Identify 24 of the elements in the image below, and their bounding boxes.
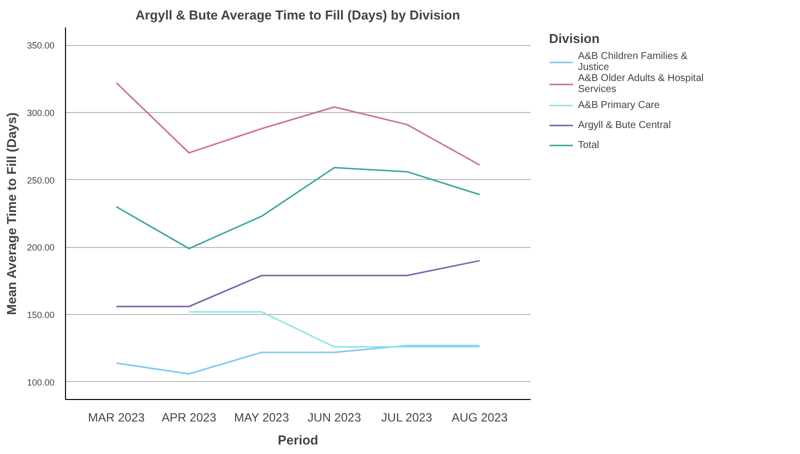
x-tick-label: JUN 2023 — [308, 410, 362, 424]
x-tick-label: MAR 2023 — [88, 410, 146, 424]
chart-title: Argyll & Bute Average Time to Fill (Days) by Division — [135, 8, 460, 22]
y-tick-label: 100.00 — [26, 377, 55, 388]
y-axis-title: Mean Average Time to Fill (Days) — [4, 112, 19, 315]
y-tick-label: 250.00 — [26, 175, 55, 186]
legend-label: A&B Older Adults & Hospital Services — [578, 73, 704, 95]
y-tick-label: 300.00 — [26, 108, 55, 118]
legend-title: Division — [549, 31, 601, 46]
y-tick-label: 350.00 — [26, 40, 55, 51]
line-series — [116, 344, 480, 375]
legend-label: A&B Primary Care — [578, 99, 660, 111]
x-tick-label: JUL 2023 — [381, 410, 433, 424]
y-tick-label: 150.00 — [26, 310, 55, 320]
x-tick-label: MAY 2023 — [234, 410, 290, 424]
legend-label: A&B Children Families & Justice — [578, 51, 688, 73]
x-tick-label: AUG 2023 — [452, 410, 508, 424]
x-tick-label: APR 2023 — [162, 410, 217, 424]
line-series — [116, 82, 480, 166]
line-series — [116, 166, 480, 250]
x-axis-title: Period — [278, 432, 318, 448]
y-tick-label: 200.00 — [26, 242, 55, 253]
legend-label: Argyll & Bute Central — [578, 119, 671, 131]
legend-label: Total — [578, 139, 600, 151]
